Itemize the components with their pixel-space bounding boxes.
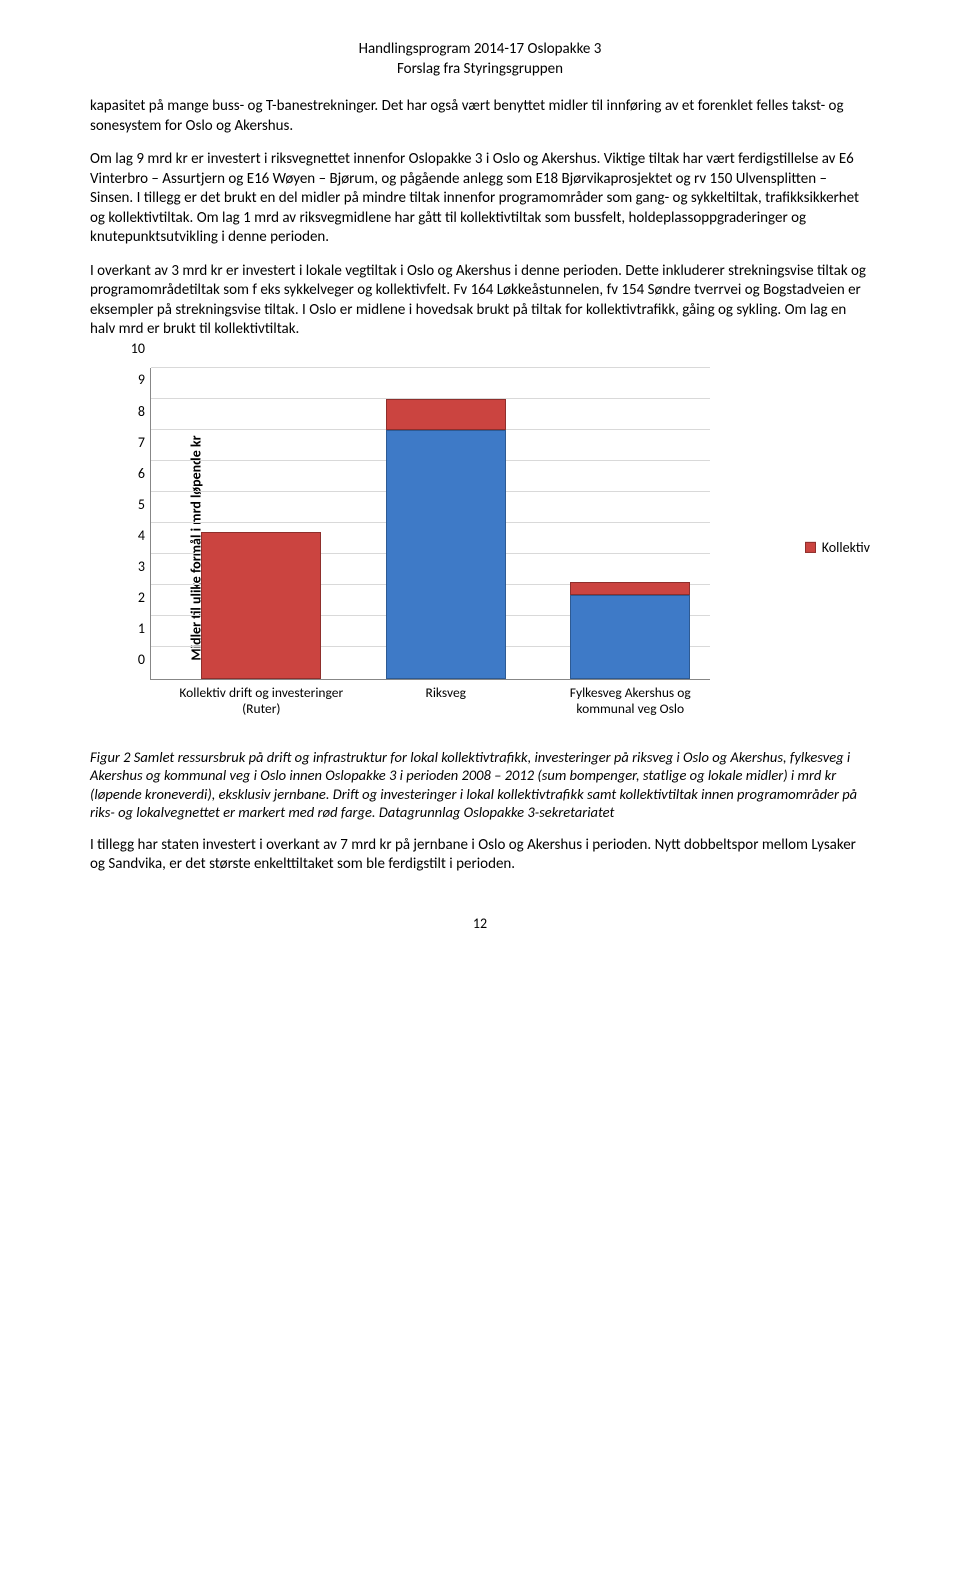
bar-segment-other — [570, 595, 690, 679]
page-number: 12 — [90, 915, 870, 933]
y-tick-label: 9 — [123, 371, 145, 389]
x-category-label: Kollektiv drift og investeringer (Ruter) — [176, 685, 346, 717]
y-tick-label: 0 — [123, 651, 145, 669]
figure-caption: Figur 2 Samlet ressursbruk på drift og i… — [90, 748, 870, 822]
legend-label: Kollektiv — [822, 538, 870, 556]
chart-legend: Kollektiv — [805, 538, 870, 556]
bar-segment-kollektiv — [386, 399, 506, 430]
y-tick-label: 5 — [123, 496, 145, 514]
bar-segment-other — [386, 430, 506, 679]
bar-chart: Midler til ulike formål i mrd løpende kr… — [90, 358, 870, 738]
paragraph-1: kapasitet på mange buss- og T-banestrekn… — [90, 97, 870, 136]
y-tick-label: 6 — [123, 465, 145, 483]
paragraph-2: Om lag 9 mrd kr er investert i riksvegne… — [90, 150, 870, 248]
y-tick-label: 3 — [123, 558, 145, 576]
bar-slot: Riksveg — [386, 368, 506, 679]
y-tick-label: 8 — [123, 402, 145, 420]
paragraph-3: I overkant av 3 mrd kr er investert i lo… — [90, 262, 870, 340]
bar-slot: Kollektiv drift og investeringer (Ruter) — [201, 368, 321, 679]
plot-area: 012345678910Kollektiv drift og investeri… — [150, 368, 710, 680]
bar-stack — [201, 532, 321, 678]
y-tick-label: 4 — [123, 527, 145, 545]
paragraph-4: I tillegg har staten investert i overkan… — [90, 836, 870, 875]
x-category-label: Riksveg — [361, 685, 531, 701]
x-category-label: Fylkesveg Akershus og kommunal veg Oslo — [545, 685, 715, 717]
bar-segment-kollektiv — [201, 532, 321, 678]
y-tick-label: 10 — [123, 340, 145, 358]
bar-stack — [386, 399, 506, 679]
bar-stack — [570, 582, 690, 678]
header-line-1: Handlingsprogram 2014-17 Oslopakke 3 — [90, 40, 870, 60]
header-line-2: Forslag fra Styringsgruppen — [90, 60, 870, 80]
document-header: Handlingsprogram 2014-17 Oslopakke 3 For… — [90, 40, 870, 79]
y-tick-label: 2 — [123, 589, 145, 607]
y-tick-label: 1 — [123, 620, 145, 638]
y-tick-label: 7 — [123, 434, 145, 452]
bar-slot: Fylkesveg Akershus og kommunal veg Oslo — [570, 368, 690, 679]
legend-swatch-kollektiv — [805, 542, 816, 553]
bar-segment-kollektiv — [570, 582, 690, 594]
